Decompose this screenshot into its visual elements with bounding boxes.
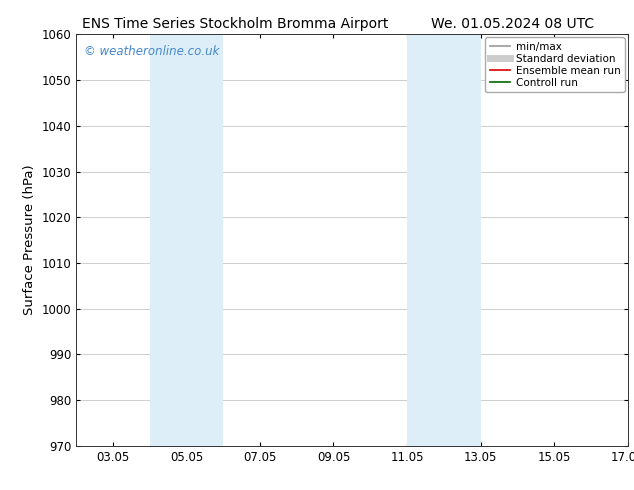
Bar xyxy=(407,34,444,446)
Bar xyxy=(150,34,223,446)
Bar xyxy=(444,34,481,446)
Text: We. 01.05.2024 08 UTC: We. 01.05.2024 08 UTC xyxy=(431,17,594,31)
Legend: min/max, Standard deviation, Ensemble mean run, Controll run: min/max, Standard deviation, Ensemble me… xyxy=(486,37,624,92)
Text: ENS Time Series Stockholm Bromma Airport: ENS Time Series Stockholm Bromma Airport xyxy=(82,17,389,31)
Text: © weatheronline.co.uk: © weatheronline.co.uk xyxy=(84,45,220,58)
Y-axis label: Surface Pressure (hPa): Surface Pressure (hPa) xyxy=(23,165,36,316)
